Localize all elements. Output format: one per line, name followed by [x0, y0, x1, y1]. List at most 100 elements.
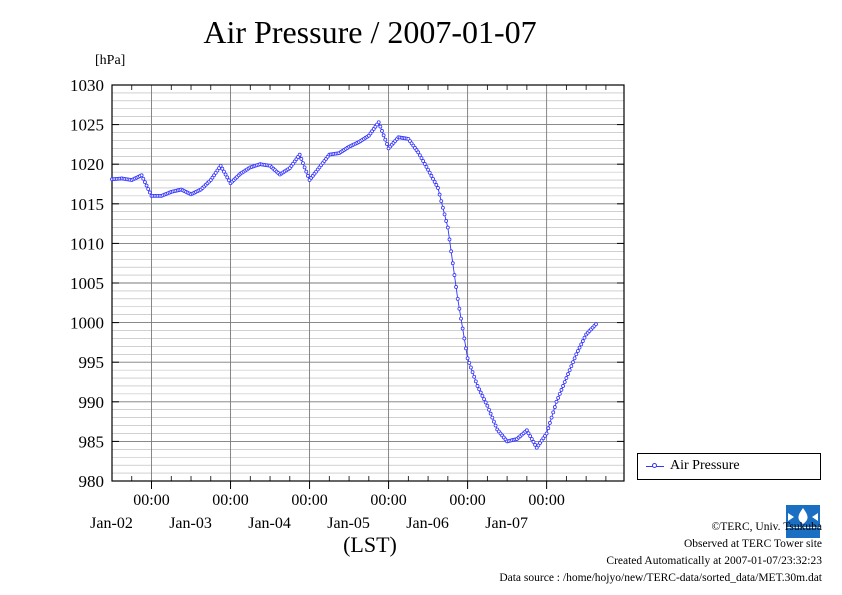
data-point: [483, 400, 488, 405]
x-date-label: Jan-05: [327, 515, 370, 532]
x-date-label: Jan-02: [90, 515, 133, 532]
data-point: [306, 173, 310, 178]
data-point: [378, 124, 383, 129]
data-point: [468, 365, 473, 370]
data-point: [488, 411, 493, 416]
data-point: [441, 205, 445, 210]
data-point: [383, 137, 388, 142]
data-point: [554, 399, 559, 404]
data-point: [546, 426, 551, 431]
series-line: [111, 121, 597, 449]
data-point: [141, 176, 146, 181]
y-tick-label: 1030: [70, 76, 104, 95]
data-point: [460, 326, 465, 331]
y-tick-label: 1015: [70, 195, 104, 214]
x-tick-label: 00:00: [212, 492, 248, 509]
data-point: [225, 175, 230, 180]
data-point: [301, 161, 305, 166]
data-point: [556, 395, 561, 400]
data-point: [452, 273, 457, 277]
data-point: [429, 173, 434, 178]
data-point: [444, 219, 449, 223]
data-point: [564, 376, 569, 380]
data-point: [528, 434, 533, 439]
data-point: [524, 428, 529, 433]
data-point: [223, 172, 228, 177]
data-point: [437, 192, 442, 197]
data-point: [475, 384, 480, 388]
chart-title: Air Pressure / 2007-01-07: [203, 14, 537, 50]
data-point: [472, 374, 477, 379]
data-point: [416, 150, 421, 155]
data-point: [385, 142, 389, 146]
data-point: [139, 173, 144, 178]
data-point: [529, 437, 534, 441]
x-tick-label: 00:00: [449, 492, 485, 509]
data-point: [551, 410, 556, 415]
data-point: [434, 183, 439, 187]
data-point: [445, 225, 450, 230]
data-point: [442, 212, 447, 217]
data-point: [531, 440, 536, 444]
data-point: [572, 356, 577, 361]
data-point: [226, 178, 231, 183]
footer-source: Data source : /home/hojyo/new/TERC-data/…: [499, 572, 822, 584]
data-point: [478, 390, 483, 395]
data-point: [381, 133, 386, 138]
data-point: [431, 176, 435, 181]
data-point: [482, 397, 486, 402]
data-point: [485, 403, 490, 408]
data-point: [432, 179, 437, 184]
data-point: [220, 166, 225, 171]
data-point: [492, 419, 496, 424]
y-axis-unit-label: [hPa]: [95, 53, 126, 68]
data-point: [380, 129, 384, 133]
legend-marker-icon: [652, 463, 657, 468]
data-point: [577, 345, 582, 350]
data-point: [143, 180, 147, 185]
data-point: [426, 167, 430, 172]
data-point: [421, 159, 426, 163]
data-point: [147, 190, 152, 195]
data-point: [464, 346, 468, 351]
data-point: [480, 393, 485, 398]
data-point: [455, 296, 460, 301]
data-point: [467, 360, 472, 365]
data-point: [569, 364, 574, 369]
y-tick-label: 1000: [70, 314, 104, 333]
data-point: [422, 162, 427, 166]
x-date-label: Jan-03: [169, 515, 212, 532]
y-tick-label: 980: [79, 472, 105, 491]
y-tick-label: 1025: [70, 116, 104, 135]
data-point: [477, 387, 482, 392]
data-point: [567, 368, 572, 373]
data-point: [457, 306, 462, 311]
y-tick-label: 1010: [70, 234, 104, 253]
data-point: [417, 153, 422, 158]
data-point: [218, 163, 223, 168]
x-tick-label: 00:00: [528, 492, 564, 509]
data-point: [304, 169, 309, 174]
data-point: [419, 156, 424, 161]
data-point: [427, 170, 432, 175]
y-tick-label: 1005: [70, 274, 104, 293]
data-point: [454, 285, 458, 289]
x-tick-label: 00:00: [291, 492, 327, 509]
data-point: [571, 360, 575, 365]
data-point: [146, 187, 151, 191]
data-point: [439, 199, 444, 204]
data-point: [299, 157, 304, 161]
data-point: [580, 339, 585, 343]
data-point: [557, 391, 562, 396]
data-point: [144, 183, 149, 188]
x-axis-label: (LST): [343, 532, 397, 557]
data-point: [552, 405, 557, 409]
x-date-label: Jan-06: [406, 515, 449, 532]
y-tick-label: 985: [79, 432, 105, 451]
data-point: [576, 349, 580, 353]
data-point: [493, 423, 498, 428]
data-point: [574, 352, 579, 357]
data-point: [465, 356, 470, 361]
data-point: [297, 152, 302, 157]
